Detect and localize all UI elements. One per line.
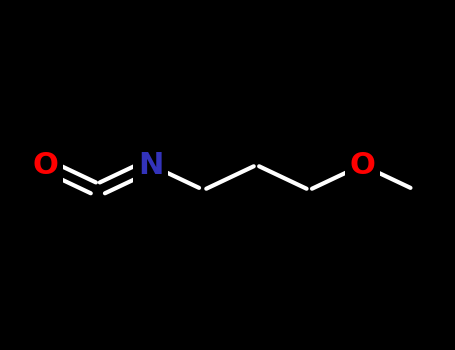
Text: O: O [32,150,58,180]
Text: O: O [349,150,375,180]
Text: N: N [138,150,163,180]
